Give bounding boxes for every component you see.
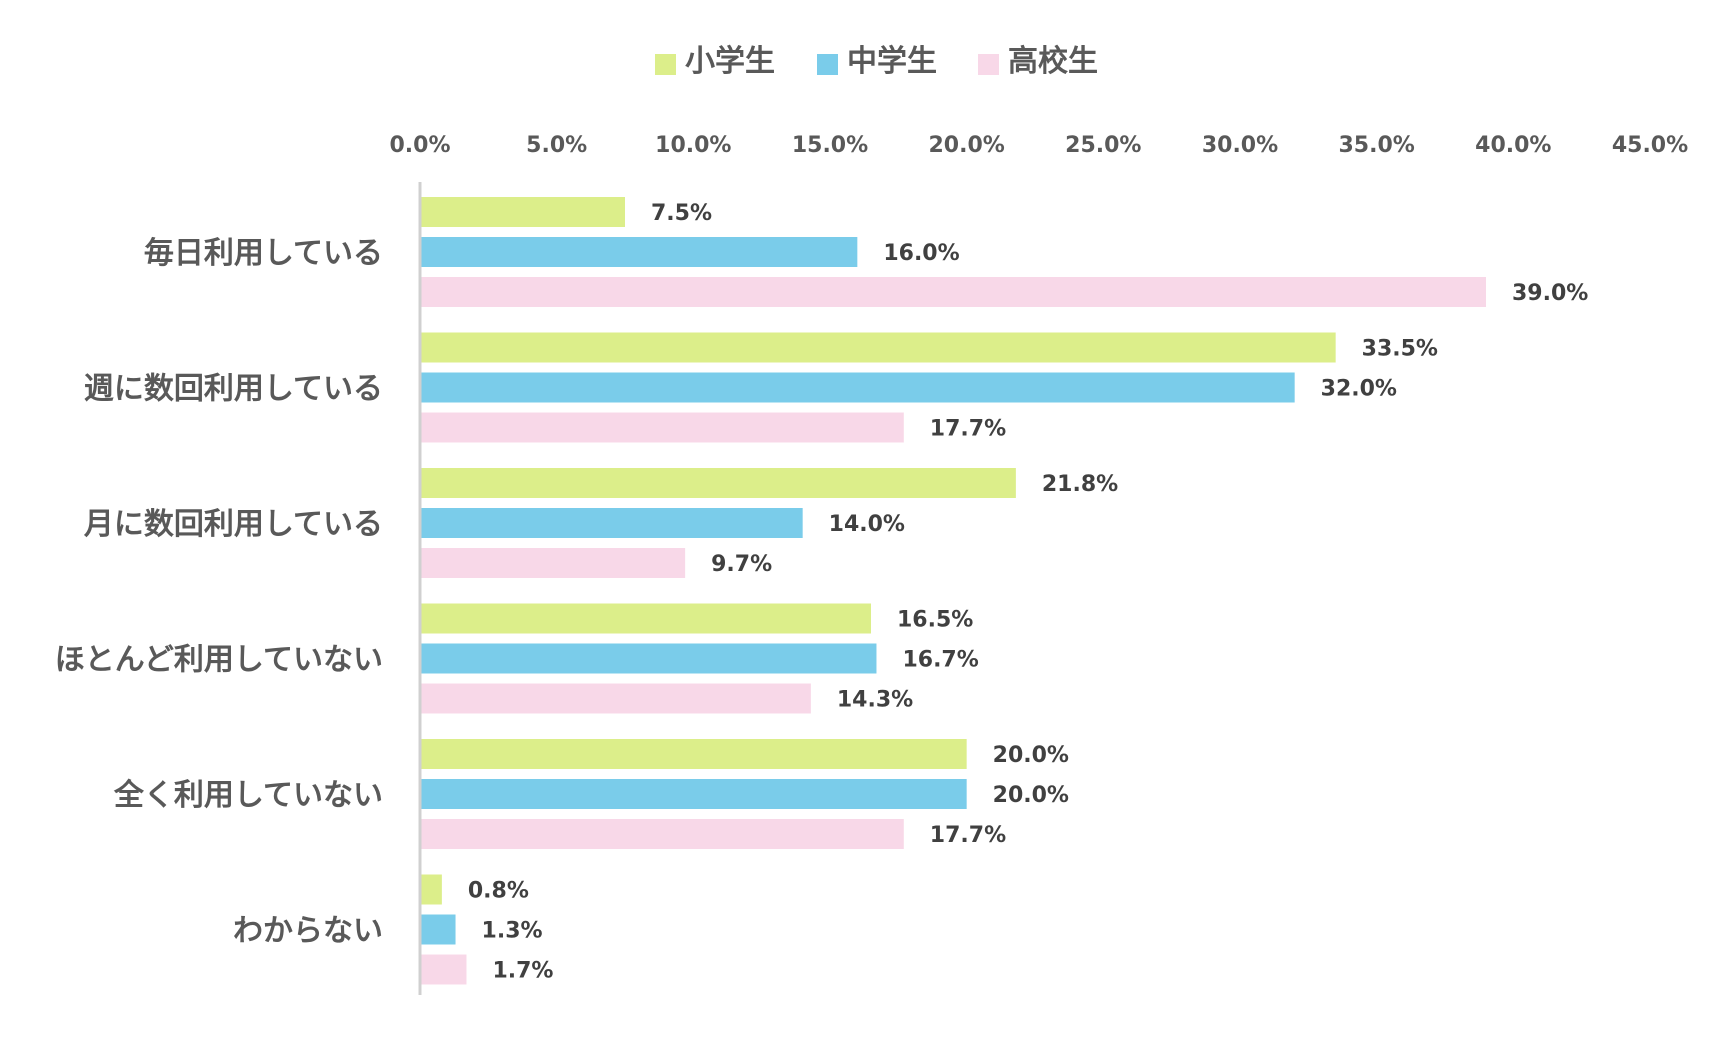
bar	[420, 779, 967, 809]
data-label: 32.0%	[1321, 377, 1397, 402]
bar	[420, 277, 1486, 307]
x-tick-label: 0.0%	[389, 133, 450, 158]
bar	[420, 603, 871, 634]
bar	[420, 683, 811, 714]
data-label: 1.3%	[482, 919, 543, 944]
x-tick-label: 20.0%	[929, 133, 1005, 158]
data-label: 20.0%	[993, 783, 1069, 808]
bar	[420, 954, 467, 985]
category-label: 月に数回利用している	[84, 507, 383, 542]
category-labels: 毎日利用している週に数回利用している月に数回利用しているほとんど利用していない全…	[55, 236, 383, 949]
x-tick-label: 45.0%	[1612, 133, 1688, 158]
x-tick-label: 10.0%	[655, 133, 731, 158]
bar	[420, 548, 686, 578]
bar	[420, 874, 442, 905]
data-label: 39.0%	[1512, 281, 1588, 306]
category-label: 週に数回利用している	[84, 372, 383, 407]
legend-swatch	[978, 54, 999, 75]
bar	[420, 914, 456, 945]
category-label: わからない	[233, 914, 383, 949]
data-label: 0.8%	[468, 879, 529, 904]
x-axis-ticks: 0.0% 5.0% 10.0% 15.0% 20.0% 25.0% 30.0% 35.0% 40…	[389, 133, 1688, 158]
data-label: 14.0%	[829, 512, 905, 537]
x-tick-label: 30.0%	[1202, 133, 1278, 158]
bar	[420, 197, 625, 227]
x-tick-label: 15.0%	[792, 133, 868, 158]
bar	[420, 819, 904, 849]
bar	[420, 739, 967, 769]
bar	[420, 237, 858, 267]
data-label: 16.0%	[883, 241, 959, 266]
category-label: 毎日利用している	[144, 236, 383, 271]
legend: 小学生 中学生 高校生	[655, 44, 1098, 79]
data-label: 17.7%	[930, 417, 1006, 442]
x-tick-label: 5.0%	[526, 133, 587, 158]
data-label: 14.3%	[837, 688, 913, 713]
data-label: 7.5%	[651, 201, 712, 226]
bar	[420, 468, 1016, 498]
data-label: 17.7%	[930, 823, 1006, 848]
data-label: 16.5%	[897, 608, 973, 633]
bar	[420, 508, 803, 538]
data-label: 33.5%	[1362, 337, 1438, 362]
bar	[420, 643, 877, 674]
data-label: 1.7%	[492, 959, 553, 984]
category-label: ほとんど利用していない	[55, 643, 383, 678]
bar	[420, 332, 1336, 363]
data-label: 9.7%	[711, 552, 772, 577]
data-label: 21.8%	[1042, 472, 1118, 497]
category-label: 全く利用していない	[113, 778, 383, 813]
legend-label: 中学生	[847, 44, 937, 79]
legend-label: 小学生	[685, 44, 775, 79]
bars: 7.5% 16.0% 39.0% 33.5% 32.0% 17.7% 21.8% 14.0% 9…	[420, 197, 1588, 985]
data-label: 16.7%	[902, 648, 978, 673]
x-tick-label: 35.0%	[1339, 133, 1415, 158]
legend-swatch	[817, 54, 838, 75]
bar	[420, 372, 1295, 403]
x-tick-label: 25.0%	[1065, 133, 1141, 158]
x-tick-label: 40.0%	[1475, 133, 1551, 158]
bar	[420, 412, 904, 443]
data-label: 20.0%	[993, 743, 1069, 768]
legend-swatch	[655, 54, 676, 75]
legend-label: 高校生	[1008, 44, 1098, 79]
